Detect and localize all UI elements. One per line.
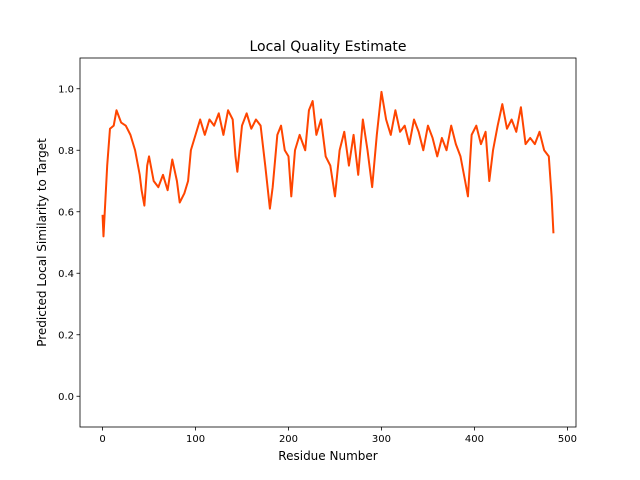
x-tick-label: 200 [279, 434, 298, 445]
y-tick-label: 0.8 [58, 146, 74, 157]
x-tick-label: 400 [465, 434, 484, 445]
y-tick-label: 0.6 [58, 207, 74, 218]
x-axis-label: Residue Number [278, 449, 377, 463]
axes-frame [79, 57, 577, 428]
y-tick-label: 0.0 [58, 392, 74, 403]
y-tick-label: 0.4 [58, 269, 74, 280]
x-tick-label: 100 [186, 434, 205, 445]
y-tick-label: 0.2 [58, 330, 74, 341]
line [101, 90, 555, 238]
chart-title: Local Quality Estimate [249, 39, 406, 55]
x-tick-label: 300 [372, 434, 391, 445]
x-tick-label: 0 [99, 434, 105, 445]
x-tick-label: 500 [558, 434, 577, 445]
y-tick-label: 1.0 [58, 84, 74, 95]
y-axis-label: Predicted Local Similarity to Target [35, 138, 49, 347]
